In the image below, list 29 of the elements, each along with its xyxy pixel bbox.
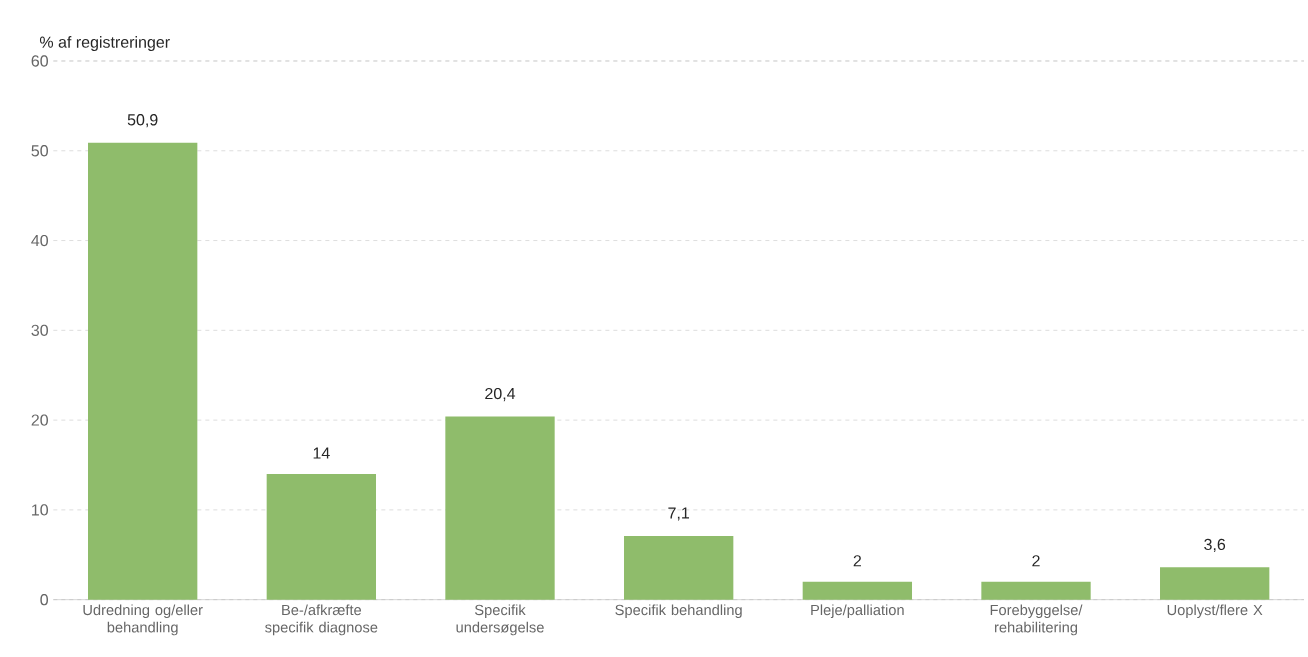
y-axis-title: % af registreringer	[39, 36, 170, 51]
x-tick-label: Specifik behandling	[615, 604, 742, 619]
x-tick-label: Udredning og/eller behandling	[83, 604, 203, 636]
data-label: 14	[313, 447, 330, 459]
data-label: 7,1	[668, 507, 690, 521]
bar	[445, 416, 555, 600]
data-label: 3,6	[1204, 538, 1226, 552]
x-tick-label: Forebyggelse/ rehabilitering	[990, 604, 1083, 636]
x-tick-label: Be-/afkræfte specifik diagnose	[265, 604, 378, 636]
data-label: 2	[853, 555, 861, 567]
x-tick-label: Pleje/palliation	[811, 604, 904, 619]
y-tick-label: 60	[31, 55, 49, 67]
data-label: 2	[1032, 555, 1040, 567]
data-label: 50,9	[127, 114, 158, 128]
y-tick-label: 10	[32, 504, 49, 516]
y-tick-label: 50	[31, 145, 49, 157]
y-tick-label: 0	[40, 594, 49, 606]
bar	[266, 473, 377, 600]
x-tick-label: Specifik undersøgelse	[456, 604, 544, 636]
bar	[624, 535, 734, 600]
bar	[802, 581, 913, 600]
y-tick-label: 30	[31, 324, 49, 336]
y-tick-label: 40	[31, 234, 49, 247]
x-tick-label: Uoplyst/flere X	[1167, 604, 1263, 619]
y-tick-label: 20	[31, 414, 49, 426]
data-label: 20,4	[485, 387, 516, 402]
bar	[88, 142, 198, 600]
bar	[1160, 567, 1270, 600]
bar	[981, 581, 1091, 600]
